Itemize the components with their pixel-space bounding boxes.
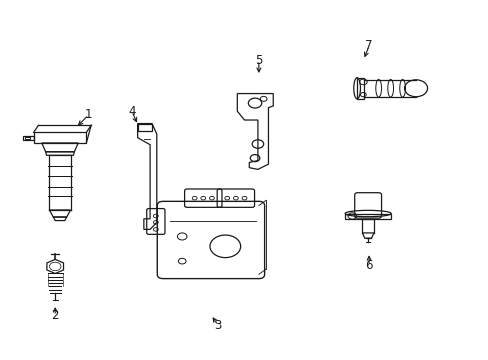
Text: 2: 2 — [51, 309, 59, 322]
Text: 4: 4 — [128, 105, 135, 118]
Text: 1: 1 — [85, 108, 92, 121]
Text: 7: 7 — [365, 40, 372, 53]
Bar — [24, 137, 30, 139]
Text: 5: 5 — [255, 54, 262, 67]
Text: 6: 6 — [365, 259, 372, 272]
Text: 3: 3 — [214, 319, 222, 332]
